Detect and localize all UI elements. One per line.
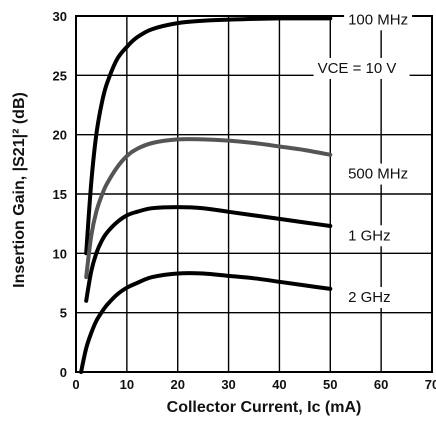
x-tick-label-30: 30 <box>221 377 235 392</box>
y-tick-label-25: 25 <box>53 68 67 83</box>
y-tick-label-10: 10 <box>53 246 67 261</box>
condition-label: VCE = 10 V <box>318 60 397 77</box>
x-tick-label-0: 0 <box>72 377 79 392</box>
series-label-100-mhz: 100 MHz <box>348 11 408 28</box>
series-label-2-ghz: 2 GHz <box>348 289 391 306</box>
x-tick-label-10: 10 <box>120 377 134 392</box>
x-tick-label-60: 60 <box>374 377 388 392</box>
y-tick-label-15: 15 <box>53 187 67 202</box>
x-axis-label: Collector Current, Ic (mA) <box>167 399 362 416</box>
series-label-500-mhz: 500 MHz <box>348 166 408 183</box>
x-tick-label-40: 40 <box>272 377 286 392</box>
y-tick-label-20: 20 <box>53 128 67 143</box>
y-axis-label: Insertion Gain, |S21|² (dB) <box>11 92 28 288</box>
y-tick-label-0: 0 <box>60 365 67 380</box>
y-tick-label-5: 5 <box>60 306 67 321</box>
x-tick-label-20: 20 <box>170 377 184 392</box>
series-label-1-ghz: 1 GHz <box>348 227 391 244</box>
x-tick-label-50: 50 <box>323 377 337 392</box>
y-tick-label-30: 30 <box>53 9 67 24</box>
x-tick-label-70: 70 <box>425 377 436 392</box>
